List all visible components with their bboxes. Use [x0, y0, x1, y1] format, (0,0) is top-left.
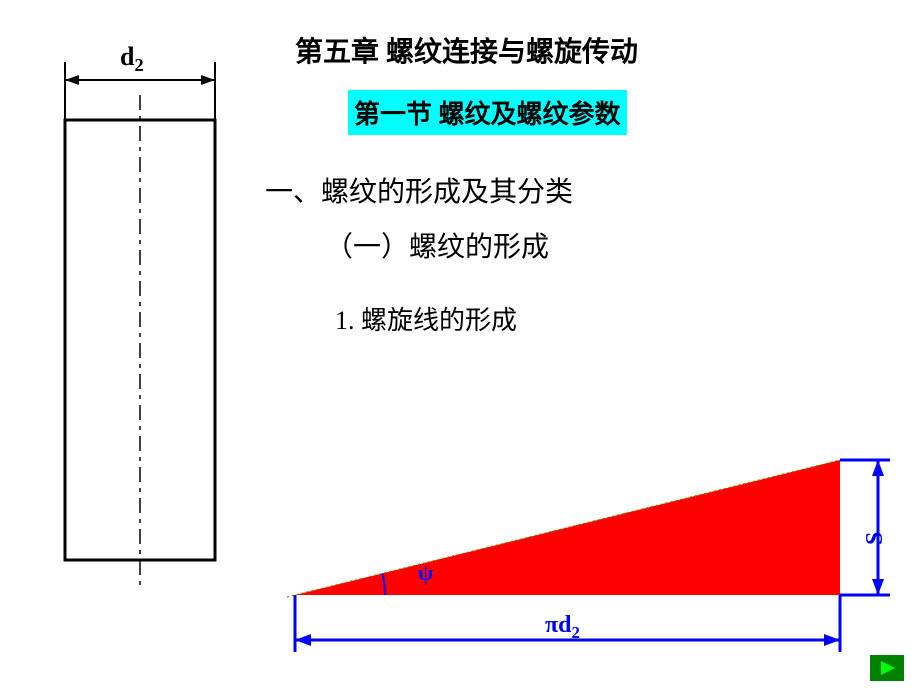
- label-s: S: [862, 532, 889, 545]
- next-slide-button[interactable]: [870, 655, 904, 681]
- label-pi-d: d: [558, 612, 571, 638]
- label-pi-d2-sub: 2: [572, 623, 580, 642]
- base-dim-arrow-left: [295, 634, 311, 646]
- triangle-diagram: [0, 0, 920, 690]
- angle-label-psi: ψ: [418, 560, 433, 586]
- base-dim-arrow-right: [824, 634, 840, 646]
- label-pi-d2: πd2: [545, 612, 580, 643]
- play-icon: [870, 655, 904, 681]
- height-dim-arrow-top: [872, 460, 884, 476]
- height-dim-arrow-bottom: [872, 579, 884, 595]
- label-pi: π: [545, 612, 558, 638]
